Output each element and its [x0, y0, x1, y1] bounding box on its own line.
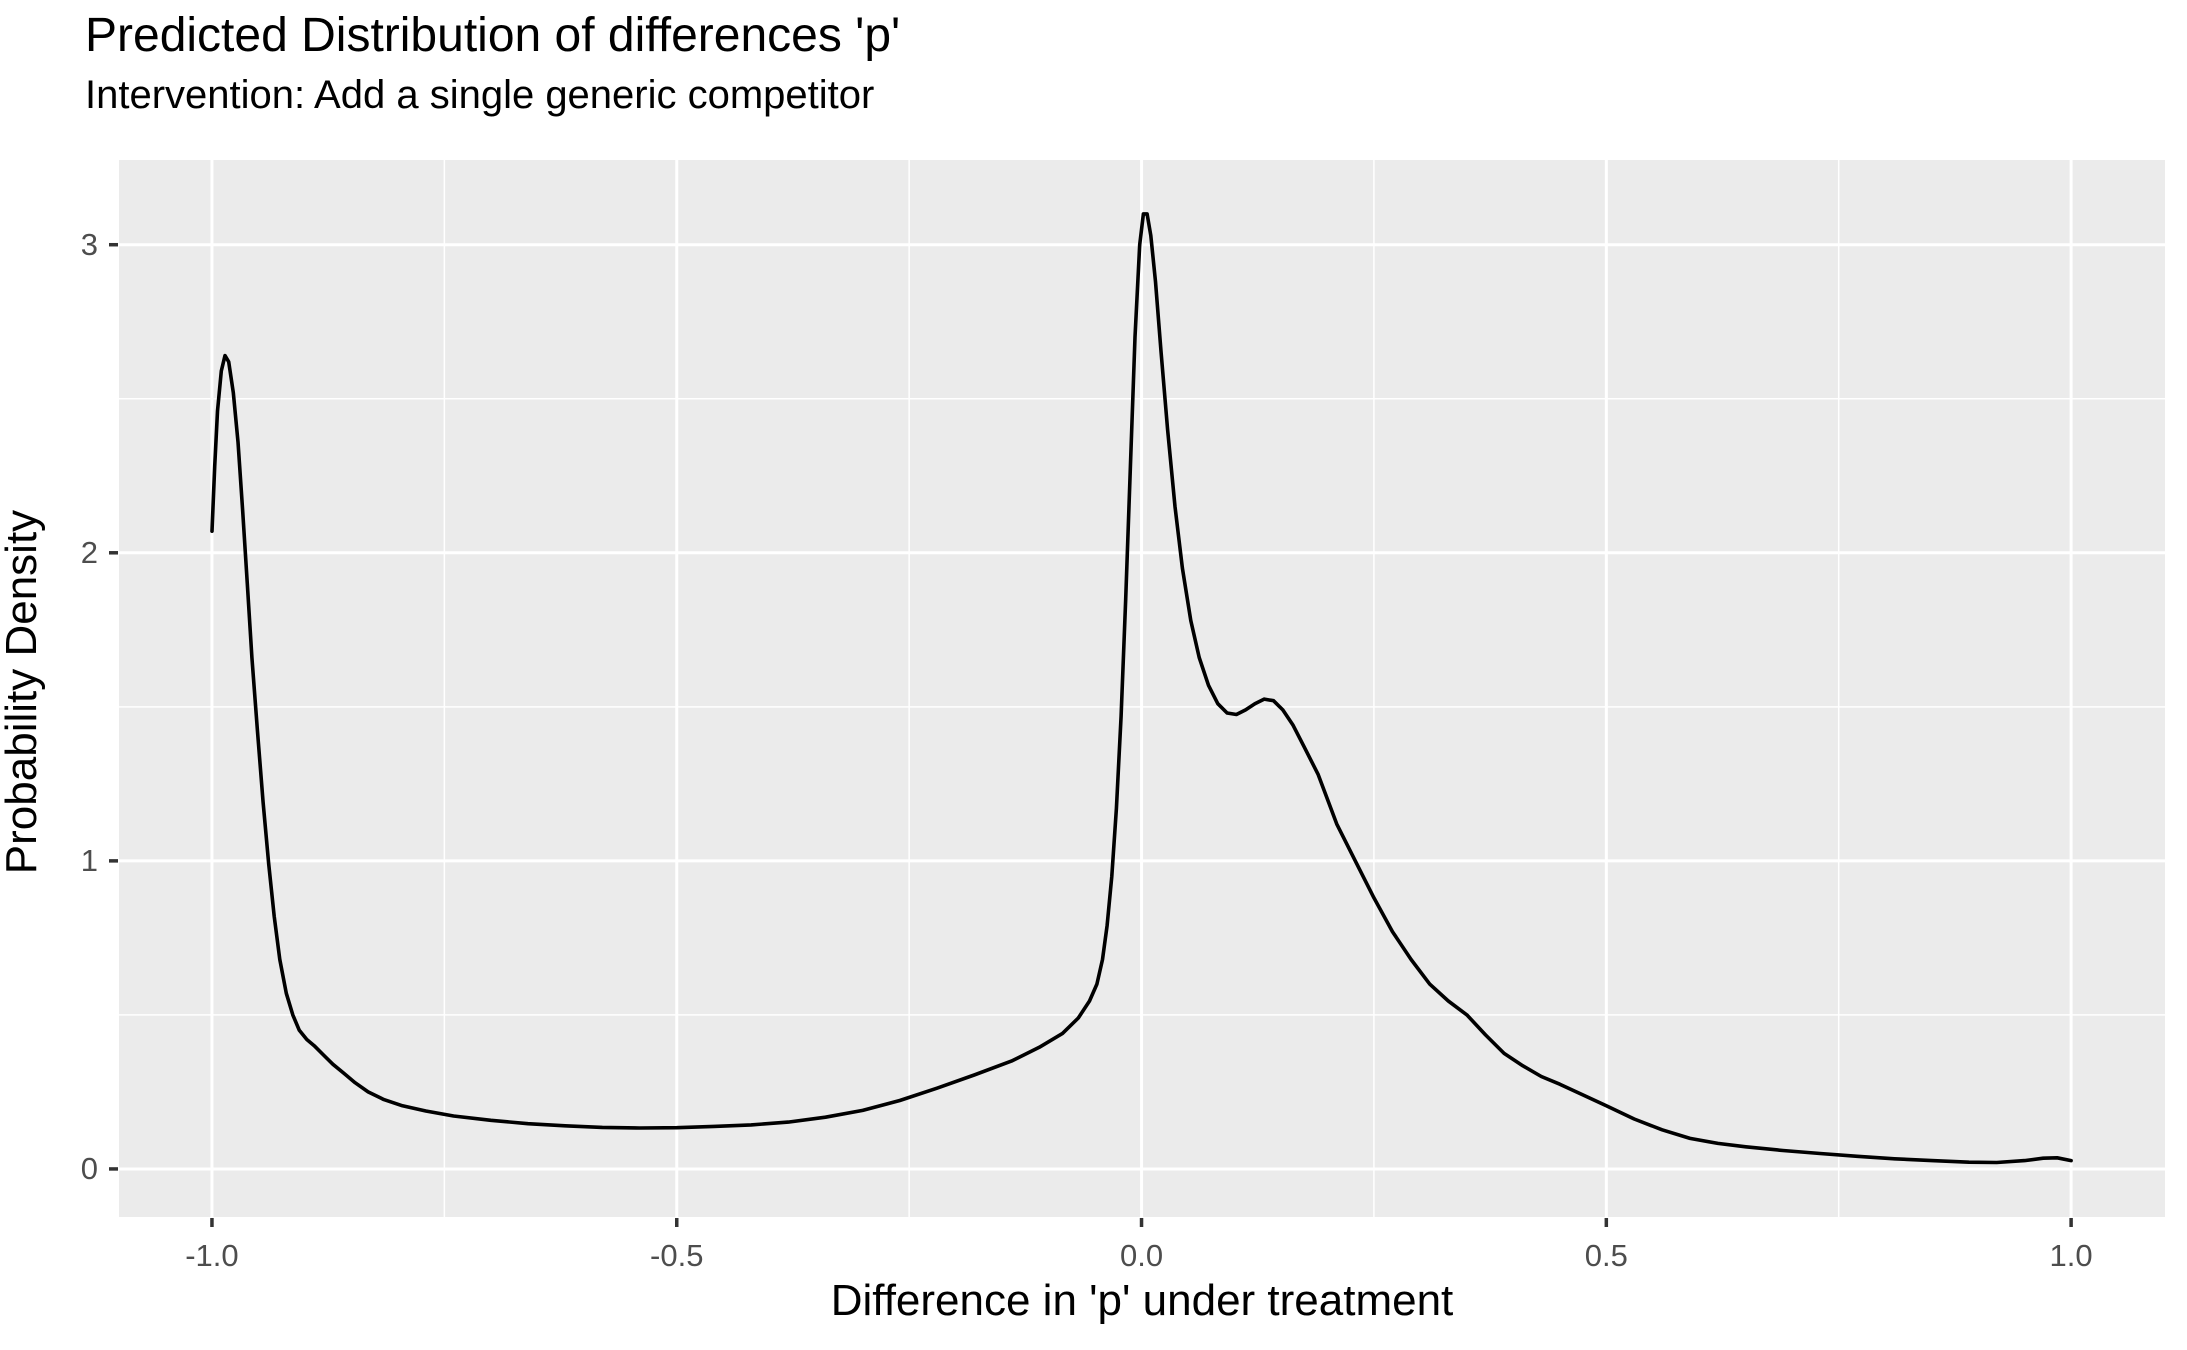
x-axis-title: Difference in 'p' under treatment — [830, 1276, 1454, 1325]
x-tick-label: -1.0 — [185, 1238, 239, 1273]
y-tick-label: 3 — [80, 226, 98, 262]
x-tick-label: 0.5 — [1584, 1238, 1628, 1273]
y-axis-title: Probability Density — [0, 509, 46, 875]
x-tick-label: 0.0 — [1119, 1238, 1164, 1273]
x-tick-label: -0.5 — [650, 1238, 704, 1273]
density-curve — [210, 212, 2073, 1165]
y-tick-label: 0 — [80, 1150, 98, 1186]
x-tick-label: 1.0 — [2049, 1238, 2093, 1273]
y-tick-label: 2 — [80, 534, 98, 570]
y-tick-label: 1 — [80, 842, 98, 878]
chart-subtitle: Intervention: Add a single generic compe… — [85, 73, 875, 117]
chart-title: Predicted Distribution of differences 'p… — [85, 9, 901, 62]
